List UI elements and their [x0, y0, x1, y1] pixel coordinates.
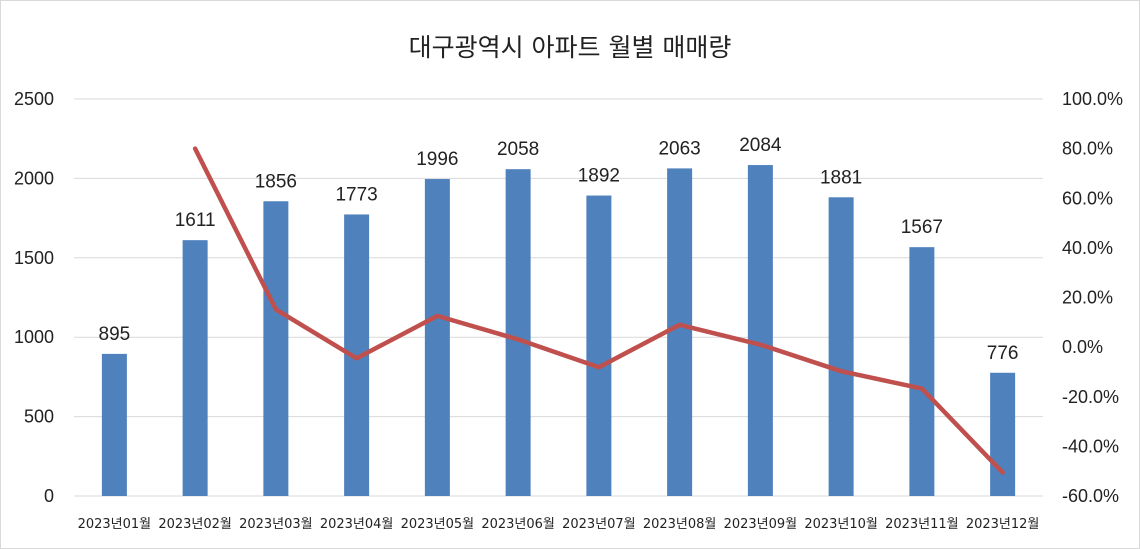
- bar: [505, 169, 531, 496]
- left-tick-label: 1500: [14, 248, 54, 268]
- bar: [263, 201, 289, 496]
- bar-data-label: 1892: [578, 166, 620, 187]
- bar: [747, 165, 773, 497]
- x-tick-label: 2023년05월: [401, 517, 475, 532]
- x-tick-label: 2023년04월: [320, 517, 394, 532]
- right-tick-label: 80.0%: [1062, 139, 1113, 159]
- bar-data-label: 2063: [658, 138, 700, 159]
- bar-data-label: 1611: [175, 210, 216, 231]
- bar-data-label: 2058: [497, 139, 539, 160]
- left-tick-label: 0: [44, 486, 54, 506]
- bar: [667, 168, 693, 496]
- line-series: [192, 146, 1005, 475]
- bar-data-label: 2084: [739, 135, 782, 156]
- bar-data-label: 895: [99, 324, 131, 345]
- left-tick-label: 2000: [14, 168, 54, 188]
- x-tick-label: 2023년12월: [966, 517, 1040, 532]
- bar: [586, 195, 612, 496]
- x-tick-label: 2023년08월: [643, 517, 717, 532]
- x-tick-label: 2023년07월: [562, 517, 636, 532]
- bar-data-label: 1996: [416, 149, 458, 170]
- right-tick-label: 40.0%: [1062, 238, 1113, 258]
- bar-data-label: 1856: [255, 171, 297, 192]
- bar-data-label: 1773: [335, 184, 377, 205]
- right-tick-label: 100.0%: [1062, 89, 1123, 109]
- x-tick-label: 2023년10월: [804, 517, 878, 532]
- right-tick-label: 60.0%: [1062, 188, 1113, 208]
- x-axis: 2023년01월 2023년02월 2023년03월 2023년04월 2023년05월…: [78, 517, 1040, 532]
- left-tick-label: 1000: [14, 327, 54, 347]
- right-tick-label: -40.0%: [1062, 436, 1119, 456]
- left-axis: 0 500 1000 1500 2000 2500: [14, 89, 54, 506]
- left-tick-label: 500: [24, 407, 54, 427]
- x-tick-label: 2023년06월: [481, 517, 555, 532]
- bar: [101, 353, 127, 496]
- bar-data-label: 776: [987, 343, 1019, 364]
- x-tick-label: 2023년03월: [239, 517, 313, 532]
- left-tick-label: 2500: [14, 89, 54, 109]
- x-tick-label: 2023년09월: [724, 517, 798, 532]
- bar: [182, 240, 208, 496]
- x-tick-label: 2023년02월: [158, 517, 232, 532]
- right-tick-label: -60.0%: [1062, 486, 1119, 506]
- bar: [990, 372, 1016, 496]
- right-tick-label: 0.0%: [1062, 337, 1103, 357]
- right-tick-label: 20.0%: [1062, 288, 1113, 308]
- right-tick-label: -20.0%: [1062, 387, 1119, 407]
- bar-series: [101, 165, 1016, 497]
- right-axis: -60.0% -40.0% -20.0% 0.0% 20.0% 40.0% 60.0% 80.…: [1062, 89, 1123, 506]
- x-tick-label: 2023년11월: [885, 517, 959, 532]
- bar: [828, 197, 854, 497]
- bar-data-labels: 895 1611 1856 1773 1996 2058 1892 2063 2084 1881 1…: [99, 135, 1019, 364]
- bar: [909, 247, 935, 496]
- x-tick-label: 2023년01월: [78, 517, 152, 532]
- gridlines: [74, 98, 1043, 497]
- bar-data-label: 1881: [820, 167, 862, 188]
- chart-title: 대구광역시 아파트 월별 매매량: [409, 33, 732, 62]
- bar: [424, 179, 450, 496]
- bar-data-label: 1567: [901, 217, 943, 238]
